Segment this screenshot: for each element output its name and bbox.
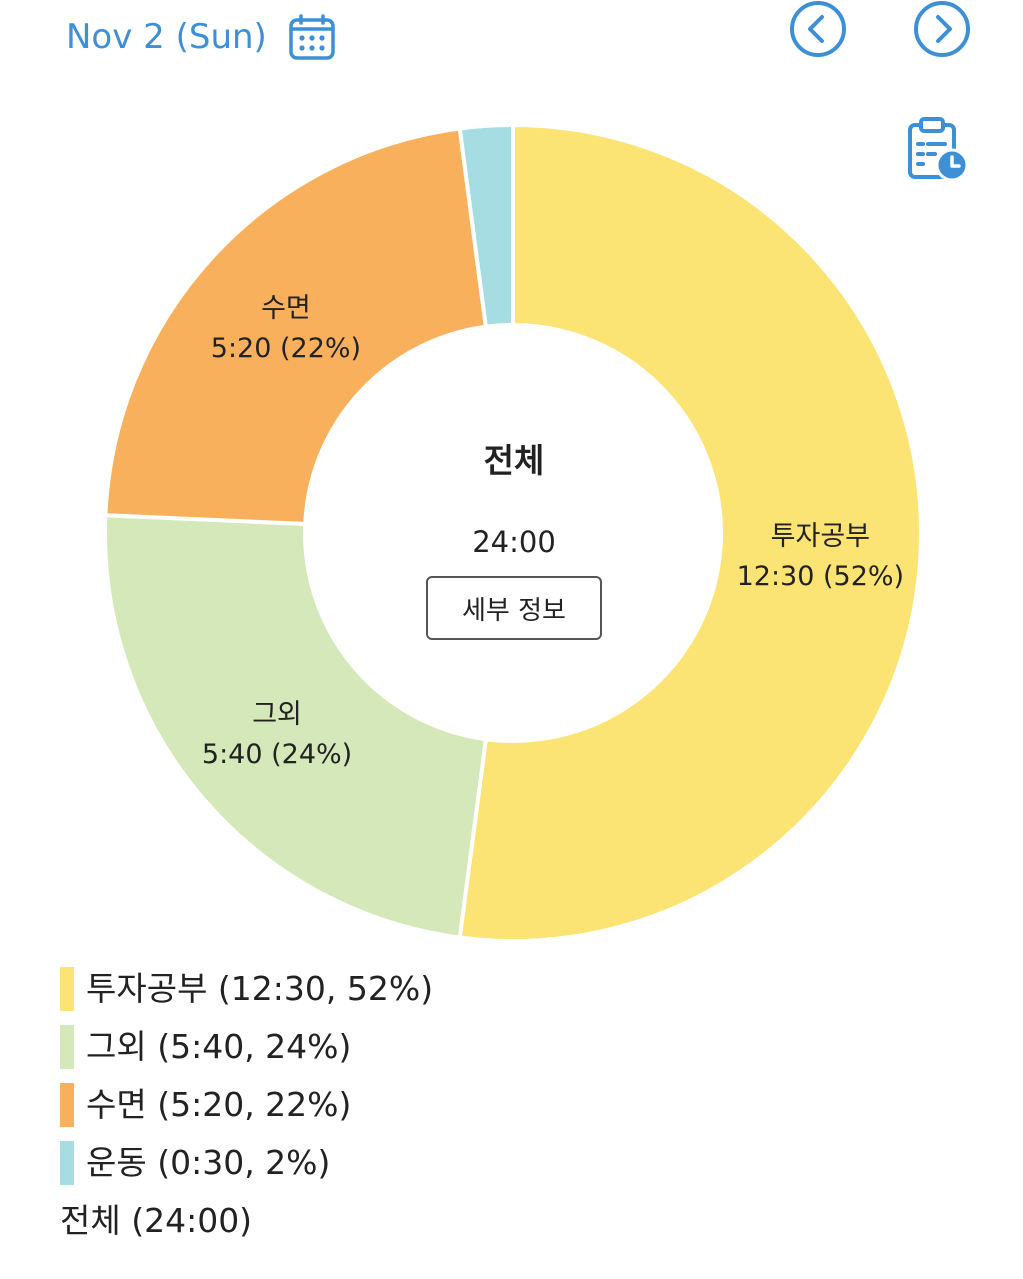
legend-swatch (60, 1025, 74, 1069)
clipboard-clock-icon (908, 117, 969, 182)
calendar-icon (289, 14, 335, 60)
legend-swatch (60, 967, 74, 1011)
donut-slice[interactable] (457, 122, 923, 943)
detail-info-button[interactable]: 세부 정보 (426, 576, 602, 640)
legend-item: 수면 (5:20, 22%) (60, 1080, 351, 1138)
chart-legend: 투자공부 (12:30, 52%) 그외 (5:40, 24%) 수면 (5:2… (60, 964, 433, 1244)
slice-label-name: 그외 (252, 699, 302, 730)
donut-slice[interactable] (103, 126, 489, 527)
calendar-button[interactable] (288, 14, 336, 62)
legend-total: 전체 (24:00) (60, 1201, 253, 1240)
legend-item: 운동 (0:30, 2%) (60, 1138, 330, 1196)
legend-item: 그외 (5:40, 24%) (60, 1022, 351, 1080)
legend-swatch (60, 1083, 74, 1127)
date-title[interactable]: Nov 2 (Sun) (66, 17, 267, 57)
slice-label-value: 5:20 (22%) (211, 333, 361, 364)
chevron-right-icon (914, 1, 970, 57)
legend-label: 수면 (5:20, 22%) (86, 1085, 352, 1124)
next-day-button[interactable] (913, 0, 971, 58)
donut-slice[interactable] (457, 122, 515, 330)
donut-slice[interactable] (103, 513, 489, 940)
slice-label-value: 12:30 (52%) (737, 561, 904, 592)
legend-label: 운동 (0:30, 2%) (86, 1143, 331, 1182)
legend-label: 그외 (5:40, 24%) (86, 1027, 352, 1066)
center-total: 24:00 (472, 525, 556, 559)
chevron-left-icon (790, 1, 846, 57)
time-log-button[interactable] (905, 116, 969, 182)
center-title: 전체 (484, 441, 545, 480)
legend-swatch (60, 1141, 74, 1185)
legend-item: 투자공부 (12:30, 52%) (60, 964, 433, 1022)
previous-day-button[interactable] (789, 0, 847, 58)
slice-label-name: 수면 (261, 293, 311, 324)
slice-label-value: 5:40 (24%) (202, 739, 352, 770)
legend-label: 투자공부 (12:30, 52%) (86, 969, 434, 1008)
slice-label-name: 투자공부 (771, 521, 870, 552)
